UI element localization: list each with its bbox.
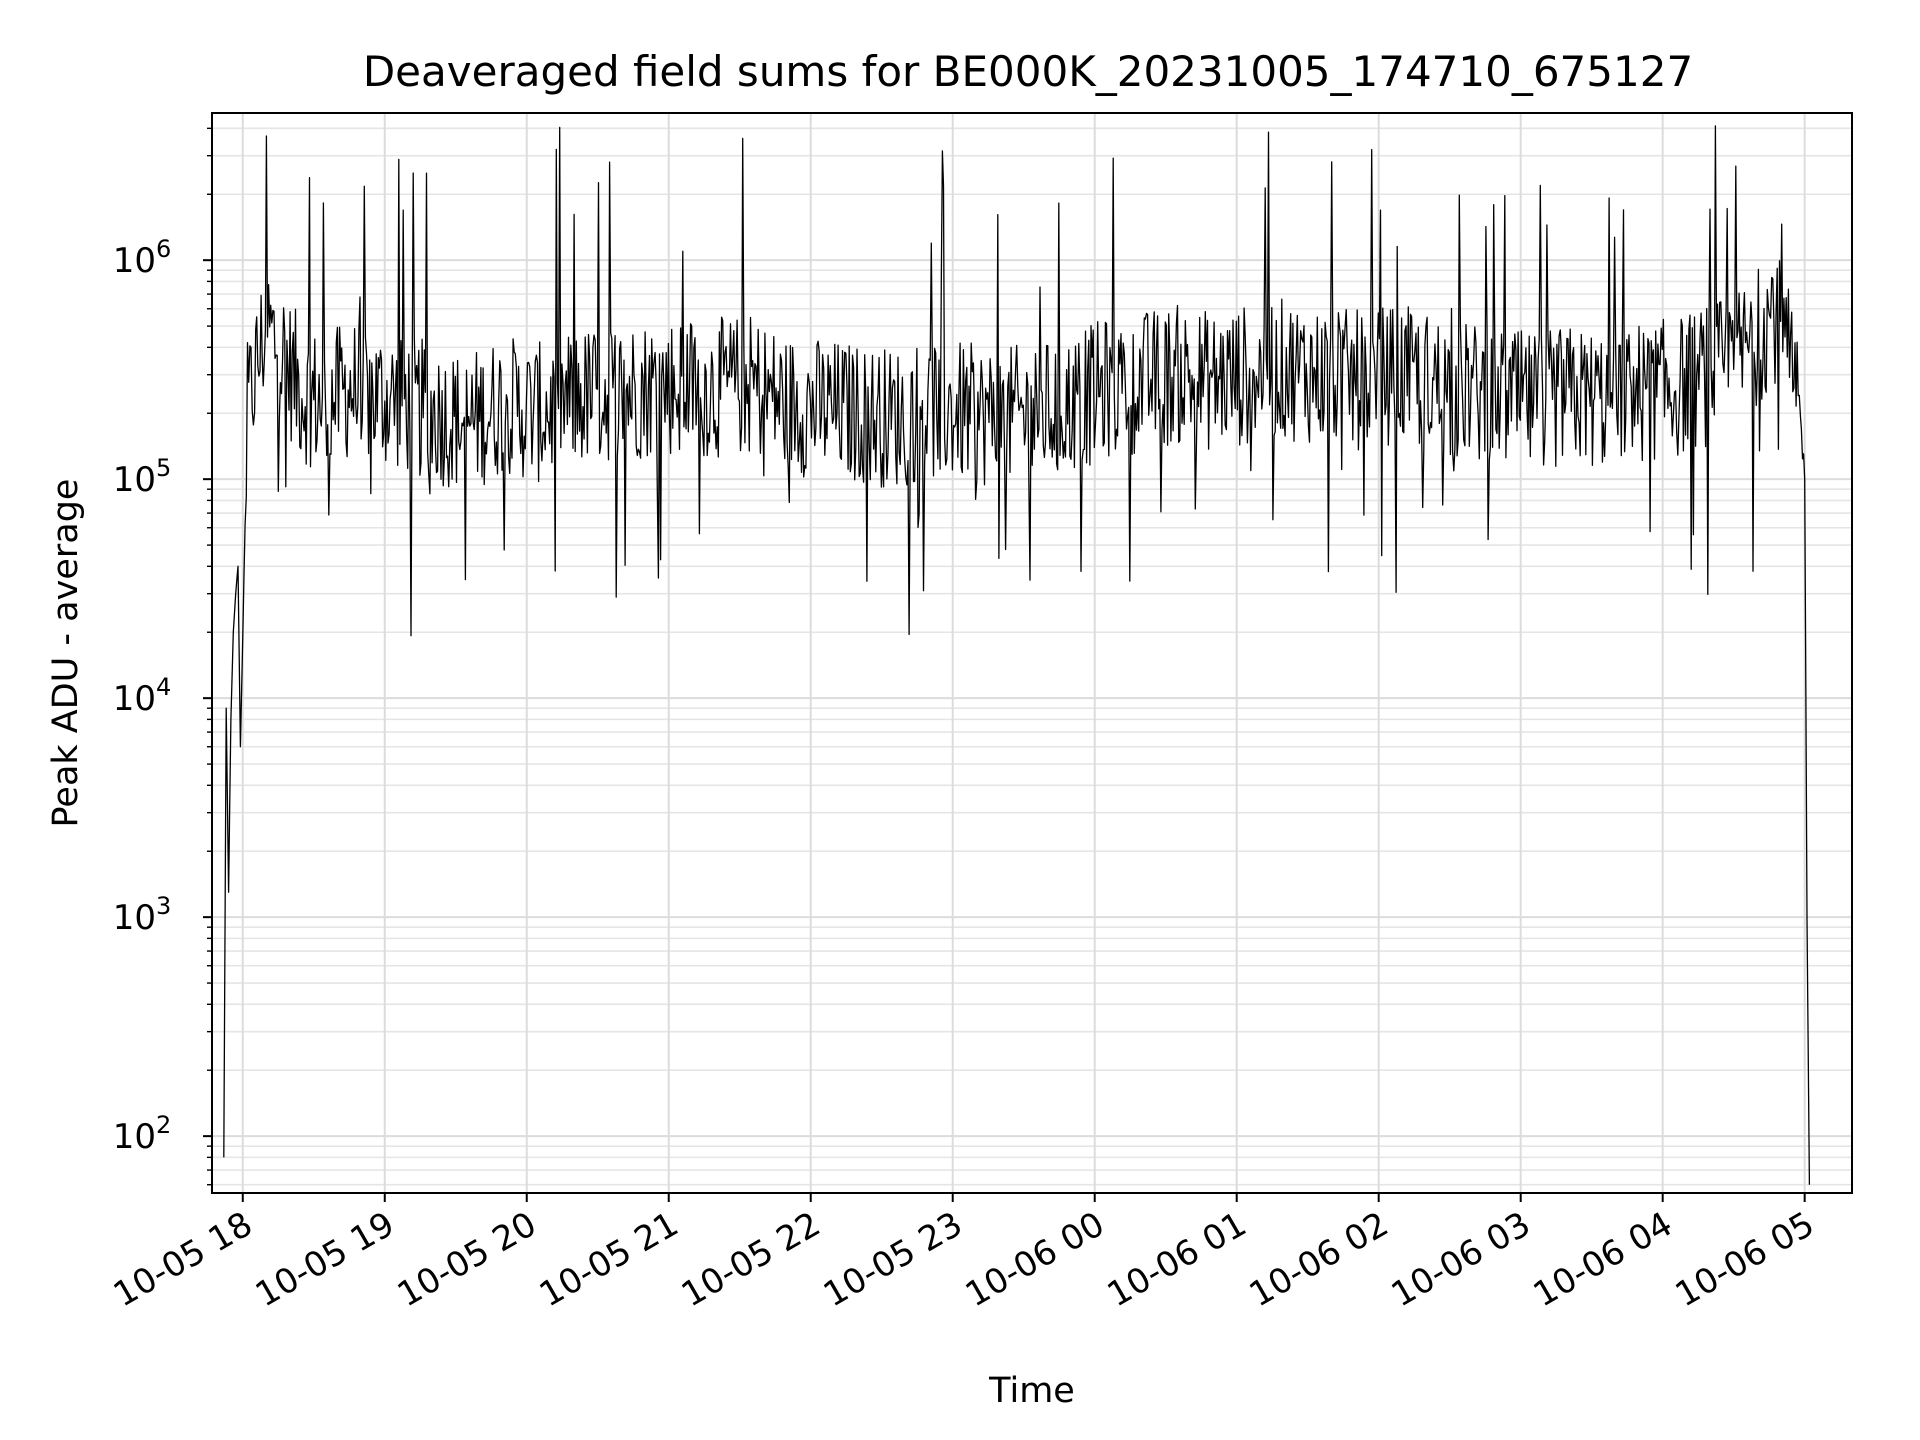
series-layer [223, 125, 1811, 1185]
chart-title: Deaveraged field sums for BE000K_2023100… [363, 47, 1693, 96]
y-tick-label: 106 [113, 235, 172, 281]
y-axis-label: Peak ADU - average [46, 479, 86, 828]
y-tick-label: 103 [113, 892, 172, 938]
y-tick-label: 104 [113, 673, 172, 719]
minor-gridlines [212, 127, 1852, 1186]
y-axis: 102 103 104 105 106 [113, 127, 212, 1186]
y-tick-label: 102 [113, 1111, 172, 1157]
series-line [223, 125, 1811, 1185]
x-axis-label: Time [988, 1371, 1075, 1411]
y-tick-label: 105 [113, 454, 172, 500]
plot-frame [211, 112, 1853, 1194]
